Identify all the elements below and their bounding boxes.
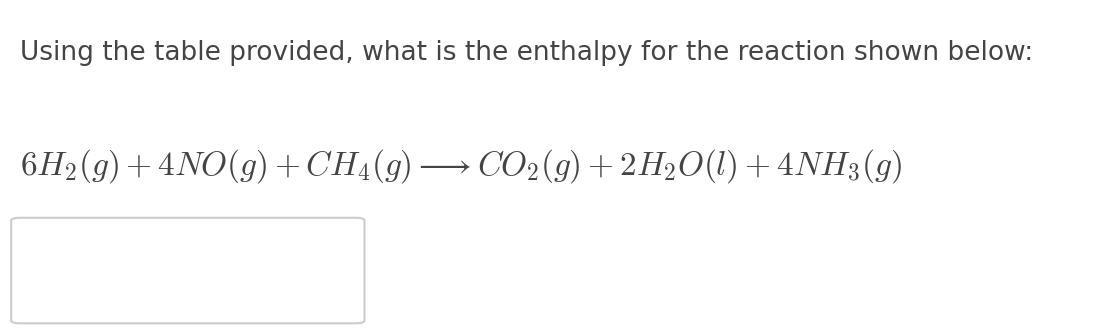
- Text: $6H_2(g) + 4NO(g) + CH_4(g) \longrightarrow CO_2(g) + 2H_2O(l) + 4NH_3(g)$: $6H_2(g) + 4NO(g) + CH_4(g) \longrightar…: [20, 147, 902, 185]
- Text: Using the table provided, what is the enthalpy for the reaction shown below:: Using the table provided, what is the en…: [20, 40, 1033, 66]
- FancyBboxPatch shape: [11, 218, 364, 323]
